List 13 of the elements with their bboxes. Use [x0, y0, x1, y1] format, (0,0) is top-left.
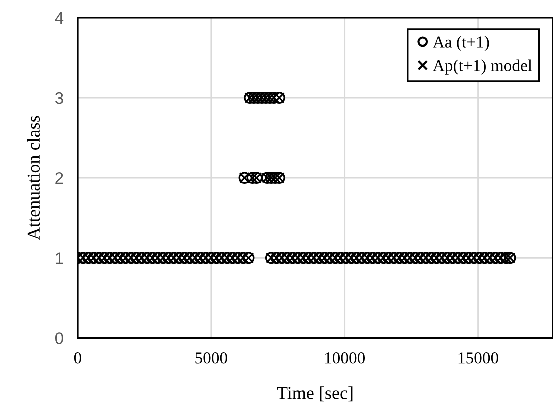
x-tick-label: 10000	[325, 352, 366, 364]
y-axis-title: Attenuation class	[27, 116, 40, 240]
y-tick-label: 2	[56, 172, 64, 184]
legend-label: Ap(t+1) model	[433, 60, 532, 75]
y-tick-label: 1	[56, 252, 64, 264]
x-tick-label: 15000	[458, 352, 498, 364]
x-tick-label: 5000	[196, 352, 228, 364]
y-tick-label: 4	[55, 12, 64, 24]
legend-label: Aa (t+1)	[433, 36, 490, 52]
y-tick-label: 0	[55, 332, 64, 344]
x-axis-title: Time [sec]	[277, 386, 353, 402]
x-tick-label: 0	[74, 352, 82, 364]
y-tick-label: 3	[55, 92, 64, 104]
